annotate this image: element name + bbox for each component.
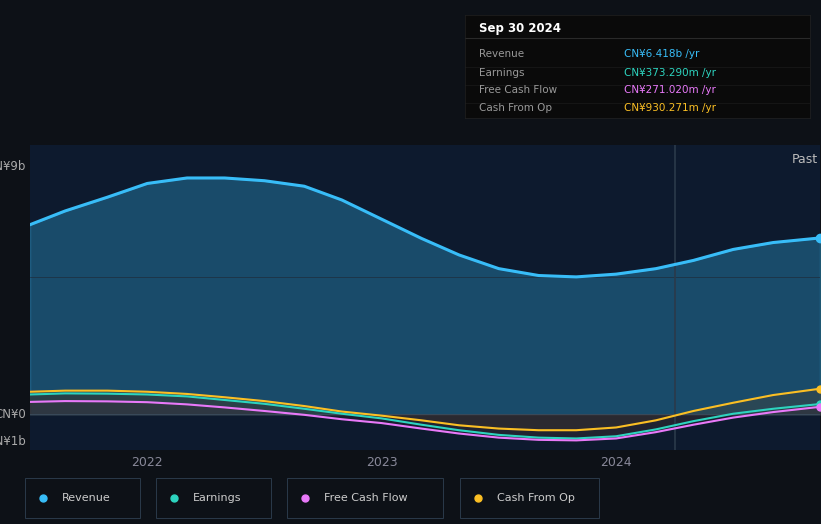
Text: Cash From Op: Cash From Op — [479, 103, 552, 113]
Text: Earnings: Earnings — [193, 493, 241, 503]
Text: CN¥930.271m /yr: CN¥930.271m /yr — [624, 103, 716, 113]
Text: -CN¥1b: -CN¥1b — [0, 435, 26, 448]
Text: CN¥373.290m /yr: CN¥373.290m /yr — [624, 68, 716, 78]
Text: Revenue: Revenue — [479, 49, 524, 59]
Text: CN¥271.020m /yr: CN¥271.020m /yr — [624, 85, 716, 95]
Text: Free Cash Flow: Free Cash Flow — [324, 493, 408, 503]
Text: CN¥0: CN¥0 — [0, 408, 26, 421]
Text: Cash From Op: Cash From Op — [497, 493, 575, 503]
Text: CN¥6.418b /yr: CN¥6.418b /yr — [624, 49, 699, 59]
Text: Past: Past — [791, 153, 818, 166]
Text: Earnings: Earnings — [479, 68, 525, 78]
Text: Free Cash Flow: Free Cash Flow — [479, 85, 557, 95]
Text: CN¥9b: CN¥9b — [0, 160, 26, 173]
Text: Revenue: Revenue — [62, 493, 110, 503]
Text: Sep 30 2024: Sep 30 2024 — [479, 22, 561, 35]
